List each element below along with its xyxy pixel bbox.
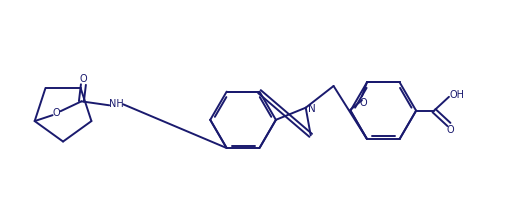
Text: N: N <box>308 104 315 114</box>
Text: O: O <box>446 125 454 135</box>
Text: O: O <box>80 74 87 84</box>
Text: NH: NH <box>109 99 124 109</box>
Text: O: O <box>359 98 367 108</box>
Text: OH: OH <box>449 90 464 100</box>
Text: O: O <box>53 108 60 118</box>
